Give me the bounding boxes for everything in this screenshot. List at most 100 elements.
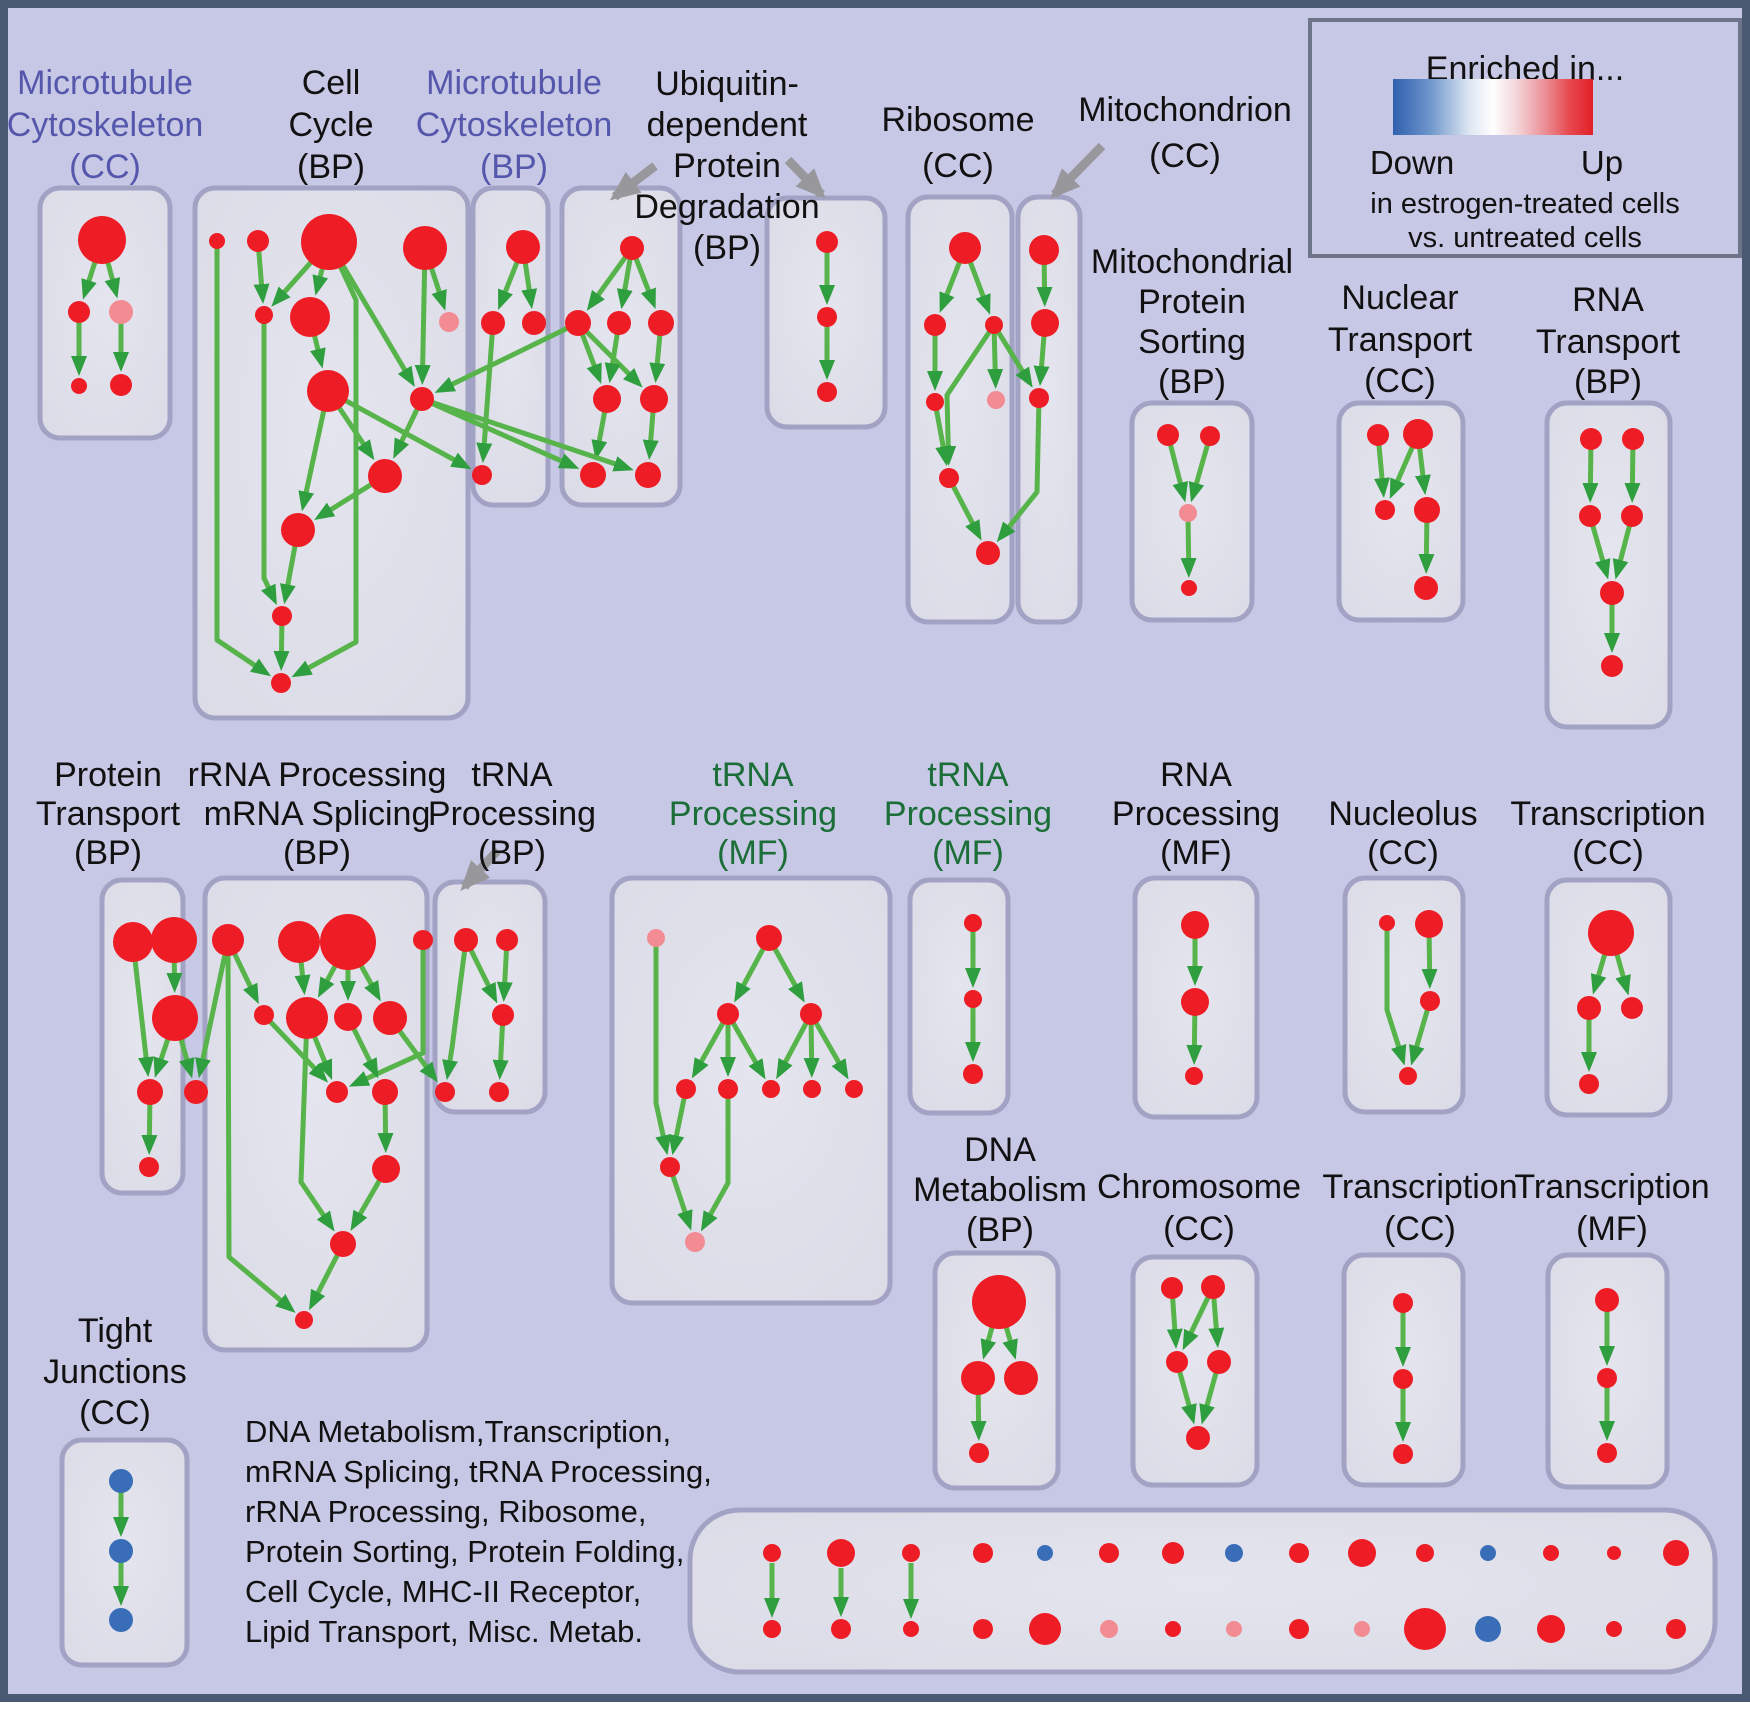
go-term-node-red [817,307,837,327]
group-label-protein-transport-bp: Transport [36,795,181,833]
go-term-node-red [640,385,668,413]
go-term-node-red [330,1231,356,1257]
group-label-trna-processing-mf-2: tRNA [927,756,1009,794]
edge-arrow [784,156,826,199]
group-label-tight-junctions-cc: Tight [78,1312,153,1350]
go-term-node-red [1200,426,1220,446]
go-term-node-red [1393,1444,1413,1464]
go-term-node-blue [109,1469,133,1493]
go-term-node-pink [1179,504,1197,522]
edge-arrow [940,323,997,467]
summary-node-red [973,1619,993,1639]
group-label-rrna-processing-mrna-splicing-bp: (BP) [283,834,351,872]
go-term-node-red [489,1082,509,1102]
go-term-node-red [454,928,478,952]
go-term-node-red [817,382,837,402]
summary-node-red [1029,1613,1061,1645]
group-label-ubiquitin-degradation-bp: Ubiquitin- [655,65,799,103]
go-term-node-red [271,673,291,693]
edge-arrow [691,1012,731,1079]
go-term-node-red [939,468,959,488]
go-term-node-red [1181,988,1209,1016]
misc-clusters-line: rRNA Processing, Ribosome, [245,1494,647,1529]
go-term-node-red [110,374,132,396]
go-term-node-red [718,1079,738,1099]
go-term-node-red [290,297,330,337]
go-term-node-red [506,230,540,264]
go-term-node-red [972,1275,1026,1329]
edge-arrow [932,401,952,467]
group-label-microtubule-cytoskeleton-cc: Microtubule [17,64,193,102]
group-label-ubiquitin-degradation-bp: Protein [673,147,781,185]
summary-node-red [1289,1543,1309,1563]
group-label-transcription-cc: Transcription [1510,795,1705,833]
go-term-node-red [1207,1350,1231,1374]
group-label-protein-transport-bp: (BP) [74,834,142,872]
go-term-node-red [648,310,674,336]
summary-node-pink [1354,1621,1370,1637]
edge-arrow [776,1012,814,1080]
go-term-node-red [1621,997,1643,1019]
go-term-node-red [1579,1074,1599,1094]
go-term-node-red [985,316,1003,334]
group-label-protein-transport-bp: Protein [54,756,162,794]
group-label-cell-cycle-bp: Cell [302,64,361,102]
summary-node-red [903,1621,919,1637]
group-label-rna-transport-bp: Transport [1536,323,1681,361]
group-label-transcription-cc-2: (CC) [1384,1210,1456,1248]
edge-arrow [298,1017,335,1232]
legend-gradient-bar [1393,79,1593,135]
edge-arrow [700,1089,731,1232]
go-term-node-red [1597,1443,1617,1463]
group-box-mitochondrion-cc [1015,194,1083,625]
group-label-mitochondrial-protein-sorting-bp: (BP) [1158,363,1226,401]
group-label-cell-cycle-bp: Cycle [288,106,373,144]
go-term-node-red [1201,1275,1225,1299]
group-label-dna-metabolism-bp: DNA [964,1131,1036,1169]
go-term-node-red [278,921,320,963]
edge-arrow [725,1012,766,1080]
edge-arrow [326,388,472,470]
group-label-tight-junctions-cc: Junctions [43,1353,187,1391]
go-term-node-blue [109,1608,133,1632]
legend-subtitle-2: vs. untreated cells [1408,222,1642,254]
group-box-dna-metabolism-bp [932,1250,1061,1491]
go-term-node-red [1600,581,1624,605]
go-term-node-red [1597,1368,1617,1388]
group-label-trna-processing-bp: (BP) [478,834,546,872]
group-label-microtubule-cytoskeleton-cc: (CC) [69,148,141,186]
go-term-node-red [1579,505,1601,527]
group-box-trna-processing-mf-2 [907,877,1011,1116]
edge-arrow [442,939,469,1081]
go-term-node-red [1420,991,1440,1011]
group-label-trna-processing-mf: Processing [669,795,837,833]
group-label-ribosome-cc: (CC) [922,147,994,185]
group-label-nucleolus-cc: Nucleolus [1328,795,1477,833]
edge-arrow [195,939,231,1079]
go-term-node-pink [987,391,1005,409]
go-term-node-red [307,370,349,412]
go-term-node-red [1580,428,1602,450]
go-term-node-red [1031,309,1059,337]
group-box-ubiquitin-degradation-bp [559,185,683,508]
group-label-microtubule-cytoskeleton-bp: Microtubule [426,64,602,102]
group-label-chromosome-cc: (CC) [1163,1210,1235,1248]
go-term-node-red [1004,1361,1038,1395]
edge-arrow [1050,142,1106,199]
go-term-node-red [247,230,269,252]
go-term-node-red [1161,1277,1183,1299]
group-label-rrna-processing-mrna-splicing-bp: rRNA Processing [188,756,447,794]
group-box-summary [687,1507,1718,1675]
group-label-rna-processing-mf: (MF) [1160,834,1232,872]
go-term-node-red [1595,1288,1619,1312]
go-term-node-red [816,231,838,253]
legend-down-label: Down [1369,144,1455,181]
group-label-trna-processing-mf-2: Processing [884,795,1052,833]
go-term-node-red [372,1079,398,1105]
group-label-nuclear-transport-cc: Transport [1328,321,1473,359]
group-label-microtubule-cytoskeleton-bp: (BP) [480,148,548,186]
go-term-node-red [1375,500,1395,520]
edge-arrow [460,846,502,891]
group-label-trna-processing-bp: tRNA [471,756,553,794]
